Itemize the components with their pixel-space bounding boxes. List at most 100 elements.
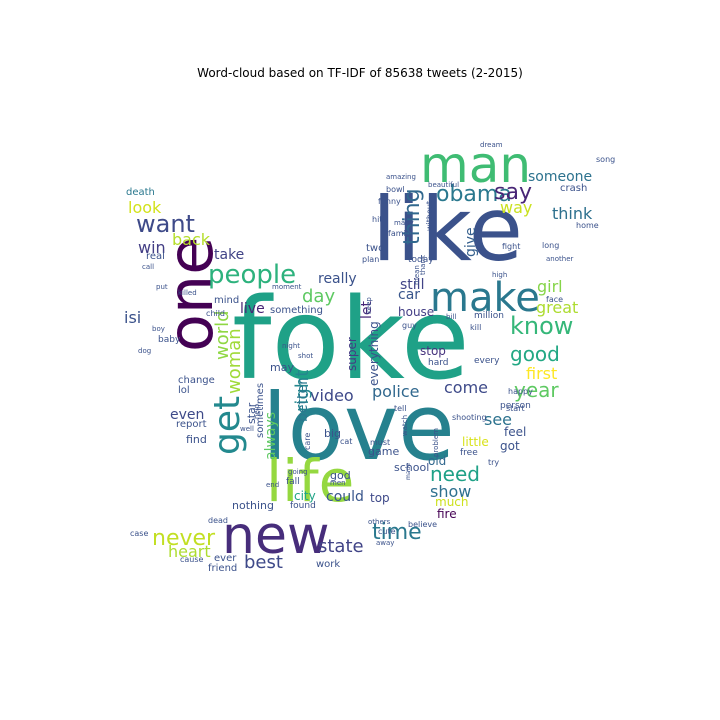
cloud-word: take	[214, 247, 245, 263]
cloud-word: believe	[408, 520, 438, 529]
cloud-word: watch	[401, 414, 409, 436]
cloud-word: car	[398, 287, 421, 303]
cloud-word: god	[330, 469, 351, 482]
cloud-word: killed	[178, 289, 197, 297]
cloud-word: today	[408, 255, 434, 265]
cloud-word: cause	[180, 555, 204, 564]
cloud-word: dream	[480, 141, 503, 149]
cloud-word: men	[330, 479, 346, 487]
cloud-word: another	[546, 255, 574, 263]
cloud-word: always	[263, 411, 279, 460]
cloud-word: million	[474, 311, 504, 321]
cloud-word: many	[394, 219, 414, 227]
cloud-word: away	[376, 539, 395, 547]
cloud-word: great	[536, 298, 579, 317]
cloud-word: better	[295, 379, 311, 422]
cloud-word: little	[462, 435, 489, 449]
cloud-word: high	[492, 271, 508, 279]
cloud-word: others	[368, 518, 391, 526]
cloud-word: woman	[224, 328, 245, 394]
cloud-word: fight	[502, 242, 521, 251]
cloud-word: fall	[286, 477, 300, 487]
cloud-word: cat	[340, 437, 353, 446]
cloud-word: every	[474, 356, 500, 366]
cloud-word: like	[372, 178, 523, 281]
cloud-word: shot	[298, 352, 314, 360]
cloud-word: look	[128, 198, 162, 217]
cloud-word: need	[430, 462, 480, 486]
cloud-word: got	[500, 439, 520, 453]
cloud-word: even	[170, 407, 205, 423]
cloud-word: must	[370, 438, 391, 447]
cloud-word: cute	[378, 527, 396, 536]
cloud-word: know	[510, 312, 574, 340]
cloud-word: win	[138, 238, 166, 257]
cloud-word: heart	[168, 542, 211, 561]
cloud-word: really	[318, 271, 357, 287]
cloud-word: something	[270, 305, 323, 316]
cloud-word: two	[366, 243, 385, 254]
cloud-word: super	[345, 337, 359, 371]
cloud-word: tell	[394, 404, 407, 413]
cloud-word: isi	[124, 308, 142, 327]
cloud-word: real	[146, 251, 165, 262]
cloud-word: old	[428, 454, 447, 468]
cloud-word: friend	[208, 563, 238, 574]
cloud-word: start	[506, 404, 525, 413]
cloud-word: problem	[432, 428, 440, 457]
cloud-word: boy	[152, 325, 165, 333]
cloud-word: call	[142, 263, 155, 271]
cloud-word: work	[316, 559, 341, 570]
cloud-word: girl	[537, 277, 563, 296]
cloud-word: dog	[138, 347, 152, 355]
cloud-word: stop	[420, 344, 446, 358]
cloud-word: never	[152, 526, 216, 551]
cloud-word: hit	[372, 215, 383, 224]
cloud-word: come	[444, 378, 489, 397]
cloud-word: beautiful	[428, 181, 460, 189]
cloud-word: shooting	[452, 413, 487, 422]
cloud-word: find	[186, 433, 207, 446]
cloud-word: fire	[437, 507, 457, 521]
cloud-word: life	[266, 447, 355, 515]
cloud-word: family	[388, 229, 413, 238]
cloud-word: make	[430, 275, 540, 321]
cloud-word: hard	[428, 358, 449, 368]
cloud-word: night	[282, 342, 301, 350]
cloud-word: free	[460, 448, 478, 458]
cloud-word: think	[552, 204, 593, 223]
cloud-word: thank	[419, 255, 427, 275]
cloud-word: home	[576, 221, 599, 230]
cloud-word: kill	[470, 323, 482, 332]
cloud-word: happy	[508, 387, 533, 396]
cloud-word: moment	[272, 283, 302, 291]
cloud-word: want	[136, 210, 195, 238]
cloud-word: video	[310, 386, 354, 405]
cloud-word: show	[430, 482, 472, 501]
cloud-word: funny	[378, 197, 401, 206]
cloud-word: year	[514, 378, 559, 402]
cloud-word: see	[484, 410, 513, 429]
cloud-word: feel	[504, 425, 527, 439]
cloud-word: good	[510, 342, 560, 366]
cloud-word: help	[253, 403, 261, 419]
cloud-word: long	[542, 241, 560, 250]
cloud-word: found	[290, 501, 316, 511]
cloud-word: house	[398, 305, 435, 319]
cloud-word: game	[368, 445, 400, 458]
cloud-word: crash	[560, 183, 588, 194]
cloud-word: ever	[214, 553, 237, 564]
cloud-word: face	[546, 295, 564, 304]
cloud-word: give	[463, 227, 479, 257]
cloud-word: everything	[367, 321, 381, 386]
cloud-word: day	[302, 286, 336, 307]
cloud-word: still	[400, 277, 425, 293]
cloud-word: person	[500, 401, 531, 411]
cloud-word: mind	[214, 295, 240, 306]
cloud-word: plan	[362, 255, 380, 264]
cloud-word: state	[318, 536, 364, 557]
cloud-word: change	[178, 375, 215, 386]
cloud-word: made	[405, 462, 412, 480]
cloud-word: keep	[365, 297, 373, 314]
